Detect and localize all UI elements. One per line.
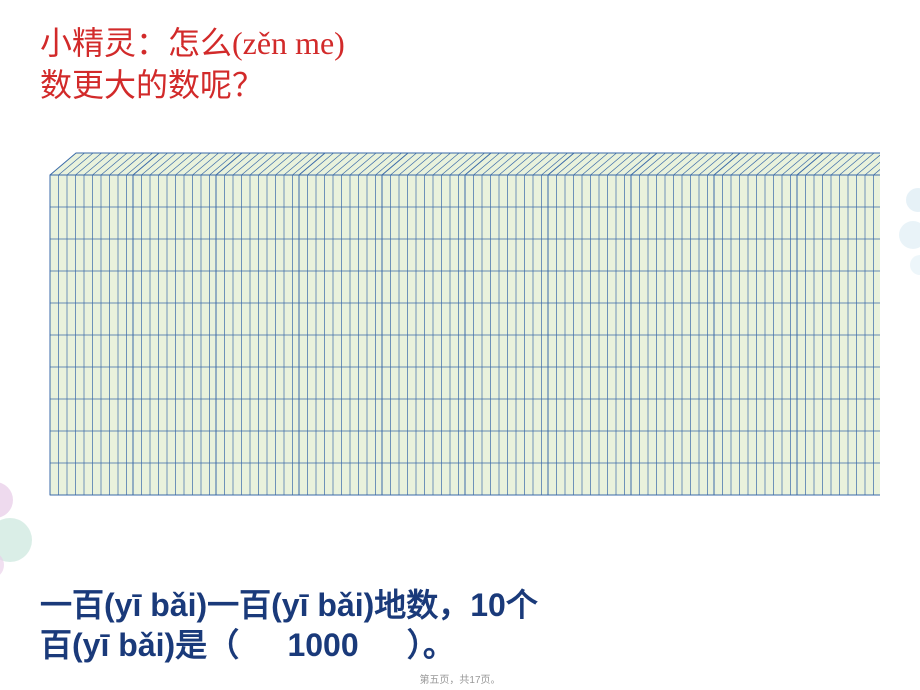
deco-swirl-right — [898, 180, 920, 280]
prompt-line2: 数更大的数呢？ — [40, 60, 264, 106]
blocks-diagram — [40, 115, 880, 545]
prompt-line1: 小精灵：怎么(zěn me) — [40, 18, 345, 64]
statement-line2-after: ）。 — [407, 627, 455, 663]
deco-swirl-left — [0, 470, 35, 590]
page-footer: 第五页，共17页。 — [0, 671, 920, 686]
statement-line2: 百(yī bǎi)是（ 1000 ）。 — [40, 620, 455, 666]
answer-value: 1000 — [248, 627, 398, 664]
statement-line2-before: 百(yī bǎi)是（ — [40, 627, 239, 663]
